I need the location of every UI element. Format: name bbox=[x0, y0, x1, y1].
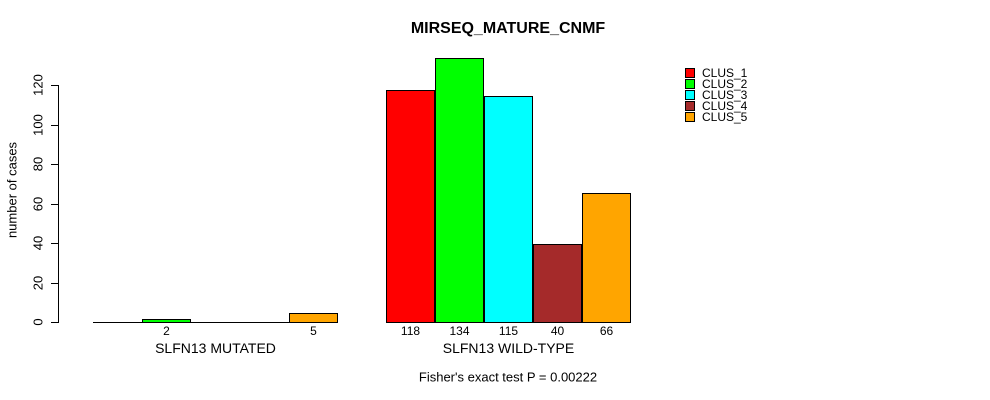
bar-value-label: 2 bbox=[163, 324, 170, 338]
chart-title: MIRSEQ_MATURE_CNMF bbox=[410, 20, 606, 37]
bar-value-label: 118 bbox=[400, 324, 421, 338]
legend-label-clus-3: CLUS_3 bbox=[702, 88, 748, 102]
y-axis-tick bbox=[51, 85, 58, 86]
bar-clus-5-group2 bbox=[582, 193, 631, 323]
y-axis-tick bbox=[51, 322, 58, 323]
legend-label-clus-4: CLUS_4 bbox=[702, 99, 748, 113]
legend-swatch-clus-5 bbox=[685, 112, 695, 122]
zero-bar-baseline-clus-3-group1 bbox=[191, 322, 240, 323]
y-axis-tick-label: 120 bbox=[30, 74, 46, 96]
y-axis-tick-label: 100 bbox=[30, 114, 46, 136]
bar-clus-4-group2 bbox=[533, 244, 582, 323]
bar-clus-2-group1 bbox=[142, 319, 191, 323]
y-axis-tick bbox=[51, 243, 58, 244]
bar-value-label: 134 bbox=[449, 324, 470, 338]
bar-clus-3-group2 bbox=[484, 96, 533, 323]
y-axis-tick-label: 80 bbox=[30, 156, 46, 172]
bar-value-label: 115 bbox=[498, 324, 519, 338]
bar-clus-2-group2 bbox=[435, 58, 484, 323]
x-group-label: SLFN13 MUTATED bbox=[155, 340, 276, 356]
legend-label-clus-2: CLUS_2 bbox=[702, 77, 748, 91]
legend-label-clus-1: CLUS_1 bbox=[702, 66, 748, 80]
legend-swatch-clus-1 bbox=[685, 68, 695, 78]
legend-label-clus-5: CLUS_5 bbox=[702, 110, 748, 124]
bar-clus-1-group2 bbox=[386, 90, 435, 323]
bar-value-label: 40 bbox=[550, 324, 565, 338]
zero-bar-baseline-clus-4-group1 bbox=[240, 322, 289, 323]
y-axis-tick bbox=[51, 204, 58, 205]
legend-swatch-clus-3 bbox=[685, 90, 695, 100]
bar-value-label: 66 bbox=[599, 324, 614, 338]
y-axis-tick bbox=[51, 164, 58, 165]
y-axis-tick-label: 20 bbox=[30, 275, 46, 291]
bar-value-label: 5 bbox=[310, 324, 317, 338]
y-axis-tick-label: 0 bbox=[30, 318, 46, 326]
x-group-label: SLFN13 WILD-TYPE bbox=[442, 340, 575, 356]
y-axis-line bbox=[58, 85, 59, 323]
fisher-test-annotation: Fisher's exact test P = 0.00222 bbox=[418, 369, 598, 385]
legend-swatch-clus-2 bbox=[685, 79, 695, 89]
y-axis-tick bbox=[51, 125, 58, 126]
y-axis-tick bbox=[51, 283, 58, 284]
legend-swatch-clus-4 bbox=[685, 101, 695, 111]
zero-bar-baseline-clus-1-group1 bbox=[93, 322, 142, 323]
y-axis-tick-label: 40 bbox=[30, 235, 46, 251]
bar-clus-5-group1 bbox=[289, 313, 338, 323]
y-axis-tick-label: 60 bbox=[30, 196, 46, 212]
